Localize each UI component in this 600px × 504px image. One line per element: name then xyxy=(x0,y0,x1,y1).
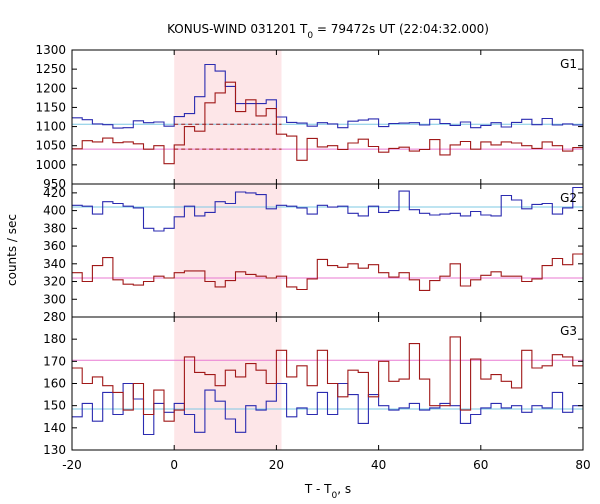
panel-label-g3: G3 xyxy=(560,324,577,338)
x-tick-label: 0 xyxy=(170,458,178,472)
shaded-interval-g3 xyxy=(174,317,282,450)
title-tail: = 79472s UT (22:04:32.000) xyxy=(313,22,489,36)
x-tick-label: 80 xyxy=(575,458,590,472)
y-tick-label-g2: 340 xyxy=(43,257,66,271)
y-tick-label-g3: 130 xyxy=(43,443,66,457)
x-tick-label: 40 xyxy=(371,458,386,472)
panel-g1: 950 1000 1050 1100 1150 1200 1250 1300 G1 xyxy=(35,43,584,191)
y-tick-label-g1: 1100 xyxy=(35,120,66,134)
panel-g2: 280 300 320 340 360 380 400 420 G2 xyxy=(43,183,584,324)
x-tick-label: 60 xyxy=(473,458,488,472)
y-tick-label-g2: 400 xyxy=(43,204,66,218)
xlabel-main: T - T xyxy=(304,482,332,496)
panel-label-g1: G1 xyxy=(560,57,577,71)
y-tick-label-g3: 140 xyxy=(43,421,66,435)
panel-frame-g1 xyxy=(71,49,584,185)
histogram-g1-series-1 xyxy=(72,63,583,129)
histogram-g3-series-1 xyxy=(72,382,583,436)
y-tick-label-g2: 320 xyxy=(43,275,66,289)
y-tick-label-g2: 420 xyxy=(43,186,66,200)
y-tick-label-g2: 380 xyxy=(43,221,66,235)
x-tick-label: 20 xyxy=(269,458,284,472)
y-tick-label-g1: 1050 xyxy=(35,139,66,153)
y-tick-label-g2: 300 xyxy=(43,292,66,306)
y-tick-label-g1: 950 xyxy=(43,177,66,191)
y-tick-label-g3: 180 xyxy=(43,332,66,346)
panel-label-g2: G2 xyxy=(560,191,577,205)
title-subscript: 0 xyxy=(307,31,313,41)
xlabel-subscript: 0 xyxy=(332,491,338,500)
y-tick-label-g1: 1300 xyxy=(35,43,66,57)
y-tick-label-g2: 360 xyxy=(43,239,66,253)
chart-title: KONUS-WIND 031201 T0 = 79472s UT (22:04:… xyxy=(167,22,489,41)
y-tick-label-g1: 1150 xyxy=(35,100,66,114)
y-tick-label-g3: 160 xyxy=(43,377,66,391)
xlabel-tail: , s xyxy=(337,482,351,496)
histogram-g2-series-1 xyxy=(72,186,583,232)
histogram-g1-series-2 xyxy=(72,81,583,165)
panels-layer: 9501000105011001150120012501300G12803003… xyxy=(35,43,590,472)
y-tick-label-g1: 1000 xyxy=(35,158,66,172)
y-tick-label-g1: 1200 xyxy=(35,81,66,95)
panel-g3: 130 140 150 160 170 180 -20 0 20 40 60 80 G3 xyxy=(43,316,591,472)
histogram-g3-series-2 xyxy=(72,336,583,422)
histogram-g2-series-2 xyxy=(72,253,583,291)
y-tick-label-g3: 150 xyxy=(43,399,66,413)
y-axis-label: counts / sec xyxy=(5,214,19,286)
x-axis-label: T - T0, s xyxy=(304,482,351,500)
y-tick-label-g1: 1250 xyxy=(35,62,66,76)
x-tick-label: -20 xyxy=(62,458,82,472)
y-tick-label-g3: 170 xyxy=(43,354,66,368)
title-main: KONUS-WIND 031201 T xyxy=(167,22,308,36)
y-tick-label-g2: 280 xyxy=(43,310,66,324)
shade-layer xyxy=(174,50,282,450)
panel-frame-g2 xyxy=(71,183,584,318)
shaded-interval-g1 xyxy=(174,50,282,184)
